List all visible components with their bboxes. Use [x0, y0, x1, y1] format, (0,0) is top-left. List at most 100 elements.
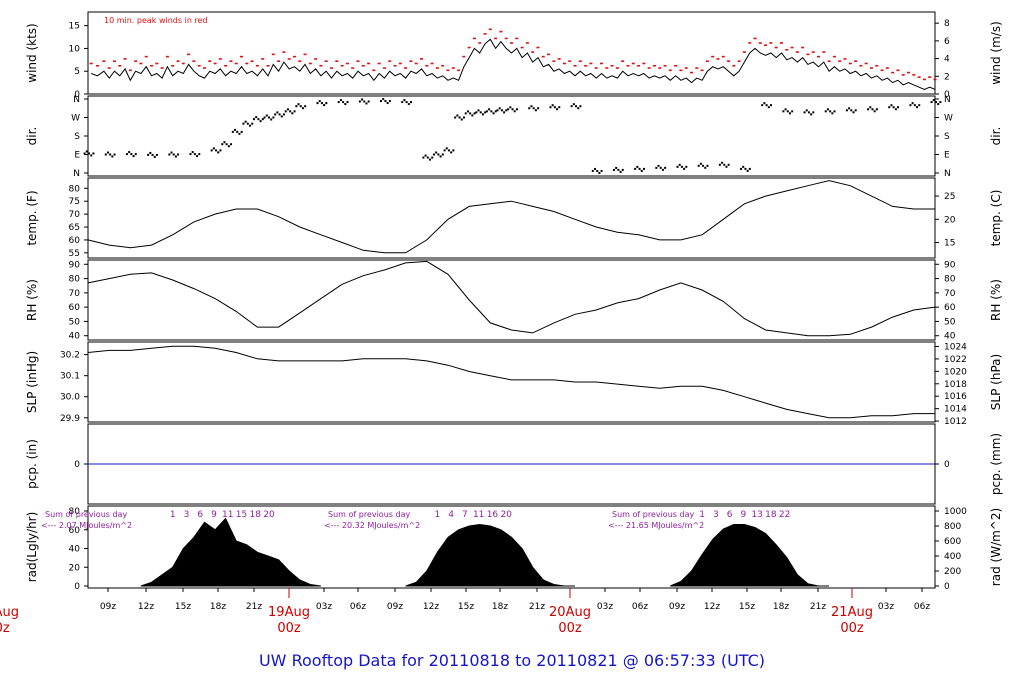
- peak-wind-mark: [552, 60, 556, 62]
- hour-label: 1: [699, 510, 705, 520]
- direction-point: [718, 163, 721, 166]
- peak-wind-mark: [753, 37, 757, 40]
- direction-point: [481, 113, 484, 116]
- direction-point: [685, 165, 688, 168]
- peak-wind-mark: [589, 62, 593, 65]
- y-tick-label-right: 1000: [944, 507, 967, 517]
- peak-wind-mark: [303, 53, 307, 56]
- peak-wind-mark: [631, 62, 635, 65]
- direction-point: [488, 108, 491, 111]
- y-tick-label-right: 70: [944, 289, 956, 299]
- y-tick-label-right: 800: [944, 522, 961, 532]
- direction-point: [784, 108, 787, 111]
- y-tick-label-right: 0: [944, 460, 950, 470]
- peak-wind-mark: [345, 62, 349, 65]
- direction-point: [286, 108, 289, 111]
- day-label: 19Aug: [268, 605, 310, 620]
- direction-point: [358, 100, 361, 103]
- direction-point: [485, 110, 488, 113]
- direction-point: [231, 130, 234, 133]
- direction-point: [92, 152, 95, 155]
- peak-wind-mark: [250, 60, 254, 62]
- wind-speed-line: [91, 38, 936, 90]
- direction-point: [473, 112, 476, 115]
- peak-wind-mark: [642, 62, 646, 65]
- y-axis-label-right: RH (%): [989, 279, 1003, 321]
- direction-point: [744, 167, 747, 170]
- day-label: 18Aug: [0, 605, 19, 620]
- direction-point: [765, 104, 768, 107]
- direction-point: [634, 167, 637, 170]
- y-tick-label-right: N: [944, 95, 951, 105]
- direction-point: [642, 167, 645, 170]
- y-axis-label-left: dir.: [25, 127, 39, 146]
- peak-wind-mark: [261, 58, 265, 60]
- peak-wind-mark: [875, 64, 879, 67]
- direction-point: [454, 116, 457, 119]
- y-tick-label-left: 15: [69, 22, 80, 32]
- peak-wind-mark: [181, 62, 185, 65]
- direction-point: [619, 170, 622, 173]
- radiation-sum-value: <--- 20.32 MJoules/m^2: [324, 521, 420, 530]
- direction-point: [382, 98, 385, 101]
- x-tick-label: 21z: [246, 602, 262, 612]
- direction-point: [90, 154, 93, 157]
- direction-point: [251, 122, 254, 125]
- direction-point: [909, 104, 912, 107]
- direction-point: [850, 109, 853, 112]
- peak-wind-mark: [864, 62, 868, 65]
- direction-point: [263, 116, 266, 119]
- direction-point: [289, 110, 292, 113]
- direction-point: [659, 166, 662, 169]
- direction-point: [848, 107, 851, 110]
- direction-point: [503, 111, 506, 114]
- direction-point: [638, 167, 641, 170]
- direction-point: [128, 151, 131, 154]
- direction-point: [424, 154, 427, 157]
- y-tick-label-left: 75: [69, 197, 80, 207]
- direction-point: [621, 168, 624, 171]
- peak-wind-mark: [255, 64, 259, 67]
- y-tick-label-right: S: [944, 132, 950, 142]
- peak-wind-mark: [488, 28, 492, 31]
- peak-wind-mark: [599, 62, 603, 65]
- direction-point: [439, 155, 442, 158]
- direction-point: [767, 106, 770, 109]
- peak-wind-mark: [266, 64, 270, 67]
- direction-point: [507, 108, 510, 111]
- direction-point: [721, 161, 724, 164]
- direction-point: [113, 153, 116, 156]
- direction-point: [594, 167, 596, 170]
- peak-wind-mark: [271, 53, 275, 56]
- x-tick-label: 09z: [387, 602, 403, 612]
- peak-wind-mark: [351, 67, 355, 69]
- radiation-area: [405, 523, 575, 587]
- direction-point: [155, 153, 158, 156]
- direction-point: [238, 132, 241, 135]
- direction-point: [125, 153, 128, 156]
- direction-point: [435, 151, 438, 154]
- direction-point: [678, 163, 681, 166]
- peak-wind-mark: [822, 51, 826, 53]
- y-tick-label-right: 50: [944, 317, 956, 327]
- peak-wind-mark: [637, 64, 641, 67]
- peak-wind-mark: [584, 64, 588, 67]
- direction-point: [494, 110, 497, 113]
- peak-wind-mark: [319, 64, 323, 67]
- direction-point: [234, 128, 237, 131]
- radiation-sum-title: Sum of previous day: [612, 510, 694, 519]
- direction-point: [249, 124, 252, 127]
- peak-wind-mark: [229, 60, 233, 62]
- direction-point: [699, 162, 702, 165]
- direction-point: [782, 110, 785, 113]
- direction-point: [432, 153, 435, 156]
- x-tick-label: 15z: [175, 602, 191, 612]
- peak-wind-mark: [774, 46, 778, 49]
- peak-wind-mark: [573, 64, 577, 67]
- hour-label: 6: [197, 510, 203, 520]
- direction-point: [833, 110, 836, 113]
- direction-point: [236, 130, 239, 133]
- y-tick-label-left: 29.9: [60, 414, 80, 424]
- peak-wind-mark: [928, 76, 932, 78]
- peak-wind-mark: [880, 69, 884, 72]
